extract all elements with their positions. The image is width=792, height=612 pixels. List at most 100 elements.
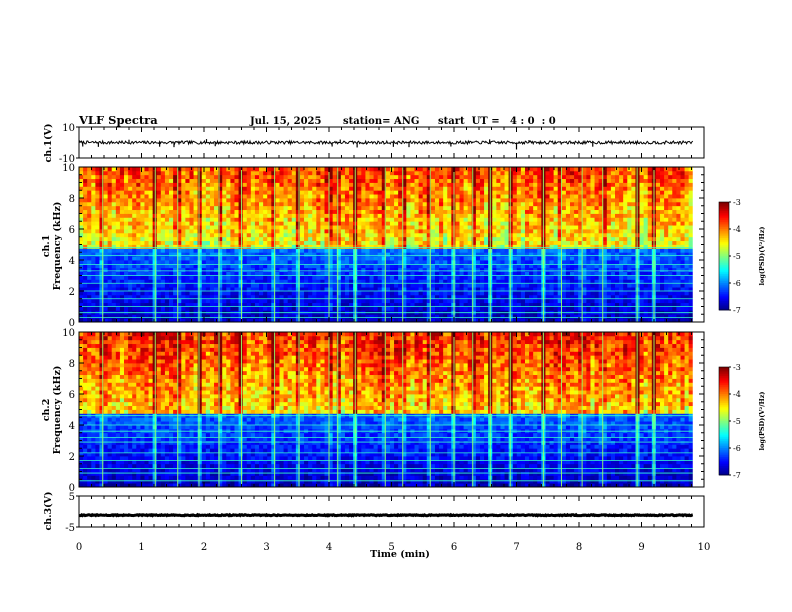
ch1-spectrogram-cell xyxy=(164,170,170,176)
ch1-spectrogram-cell xyxy=(132,170,137,176)
ch1-spectrogram-cell xyxy=(475,240,481,245)
ch1-spectrogram-cell xyxy=(238,182,244,187)
ch1-spectrogram-cell xyxy=(340,232,346,238)
ch1-spectrogram-cell xyxy=(312,213,317,218)
ch1-spectrogram-cell xyxy=(185,260,190,265)
ch1-spectrogram-cell xyxy=(177,240,182,245)
ch1-spectrogram-cell xyxy=(324,205,329,211)
ch1-spectrogram-cell xyxy=(259,294,264,300)
ch1-spectrogram-cell xyxy=(308,275,313,280)
ch1-spectrogram-cell xyxy=(107,209,113,214)
ch1-spectrogram-cell xyxy=(504,201,510,207)
ch1-spectrogram-cell xyxy=(492,232,497,238)
ch1-spectrogram-cell xyxy=(250,260,256,265)
ch1-spectrogram-cell xyxy=(361,275,366,280)
ch1-spectrogram-cell xyxy=(508,248,514,253)
ch1-spectrogram-cell xyxy=(79,294,84,300)
ch1-spectrogram-cell xyxy=(128,248,133,253)
ch1-spectrogram-cell xyxy=(287,209,293,214)
ch1-spectrogram-cell xyxy=(201,201,207,207)
ch1-spectrogram-cell xyxy=(115,244,121,249)
ch1-spectrogram-cell xyxy=(447,279,452,284)
ch1-spectrogram-cell xyxy=(361,194,366,199)
ch1-spectrogram-cell xyxy=(308,240,313,245)
ch1-spectrogram-cell xyxy=(140,167,145,172)
ch1-spectrogram-cell xyxy=(254,287,260,292)
ch1-spectrogram-cell xyxy=(504,205,510,211)
ch1-spectrogram-cell xyxy=(250,244,256,249)
ch1-spectrogram-cell xyxy=(570,221,575,226)
ch1-spectrogram-cell xyxy=(430,279,436,284)
ch1-spectrogram-cell xyxy=(144,291,149,296)
ch1-spectrogram-cell xyxy=(565,170,571,176)
ch1-spectrogram-cell xyxy=(312,198,317,203)
ch1-spectrogram-cell xyxy=(218,194,223,199)
ch1-spectrogram-cell xyxy=(394,260,399,265)
ch1-spectrogram-cell xyxy=(144,248,149,253)
ch1-spectrogram-cell xyxy=(369,291,374,296)
ch1-spectrogram-cell xyxy=(287,170,293,176)
ch1-spectrogram-cell xyxy=(193,267,199,273)
ch1-spectrogram-cell xyxy=(246,294,252,300)
ch1-spectrogram-cell xyxy=(218,236,223,242)
ch1-spectrogram-cell xyxy=(373,306,379,311)
ch1-spectrogram-cell xyxy=(561,244,567,249)
ch1-spectrogram-cell xyxy=(520,174,526,180)
ch1-spectrogram-cell xyxy=(516,283,522,288)
ch1-spectrogram-cell xyxy=(201,260,207,265)
ch1-spectrogram-cell xyxy=(381,287,387,292)
ch1-spectrogram-cell xyxy=(299,252,305,257)
ch1-spectrogram-cell xyxy=(304,240,309,245)
ch1-spectrogram-cell xyxy=(299,275,305,280)
ch1-spectrogram-cell xyxy=(103,213,109,218)
ch1-spectrogram-cell xyxy=(164,194,170,199)
ch1-spectrogram-cell xyxy=(222,260,227,265)
ch1-spectrogram-cell xyxy=(565,225,571,230)
ch1-spectrogram-cell xyxy=(377,178,383,183)
ch1-spectrogram-cell xyxy=(218,244,223,249)
ch1-spectrogram-cell xyxy=(492,217,497,222)
ch1-spectrogram-cell xyxy=(222,236,227,242)
ch1-spectrogram-cell xyxy=(140,279,145,284)
ch1-spectrogram-cell xyxy=(377,236,383,242)
ch1-spectrogram-cell xyxy=(467,170,473,176)
ch1-spectrogram-cell xyxy=(344,225,350,230)
ch1-spectrogram-cell xyxy=(259,190,264,195)
ch1-spectrogram-cell xyxy=(115,194,121,199)
ch1-spectrogram-cell xyxy=(156,252,162,257)
ch1-spectrogram-cell xyxy=(545,260,550,265)
ch1-spectrogram-cell xyxy=(475,213,481,218)
ch1-spectrogram-cell xyxy=(136,236,141,242)
ch1-spectrogram-cell xyxy=(406,209,411,214)
ch1-spectrogram-cell xyxy=(504,294,510,300)
ch1-spectrogram-cell xyxy=(533,240,538,245)
ch1-spectrogram-cell xyxy=(119,287,125,292)
ch1-spectrogram-cell xyxy=(197,174,203,180)
ch1-spectrogram-cell xyxy=(95,318,100,323)
ch1-spectrogram-cell xyxy=(83,232,88,238)
ch1-spectrogram-cell xyxy=(205,213,211,218)
ch1-spectrogram-cell xyxy=(402,298,407,304)
ch1-spectrogram-cell xyxy=(242,279,248,284)
ch1-spectrogram-cell xyxy=(340,283,346,288)
ch1-spectrogram-cell xyxy=(173,302,178,307)
ch1-spectrogram-cell xyxy=(140,267,145,273)
ch1-spectrogram-cell xyxy=(103,209,109,214)
ch1-spectrogram-cell xyxy=(389,240,395,245)
ch1-spectrogram-cell xyxy=(275,240,280,245)
ch1-spectrogram-cell xyxy=(533,190,538,195)
ch1-spectrogram-cell xyxy=(361,298,366,304)
ch1-spectrogram-cell xyxy=(308,260,313,265)
ch1-spectrogram-cell xyxy=(418,167,424,172)
ch1-spectrogram-cell xyxy=(398,232,403,238)
ch1-spectrogram-cell xyxy=(119,252,125,257)
ch1-spectrogram-cell xyxy=(492,302,497,307)
ch1-spectrogram-cell xyxy=(373,182,379,187)
ch1-spectrogram-cell xyxy=(156,294,162,300)
ch1-spectrogram-cell xyxy=(361,271,366,276)
ch1-spectrogram-cell xyxy=(336,302,342,307)
ch1-spectrogram-cell xyxy=(242,306,248,311)
ch1-spectrogram-cell xyxy=(271,298,276,304)
ch1-spectrogram-cell xyxy=(197,190,203,195)
ch1-spectrogram-cell xyxy=(226,314,231,319)
